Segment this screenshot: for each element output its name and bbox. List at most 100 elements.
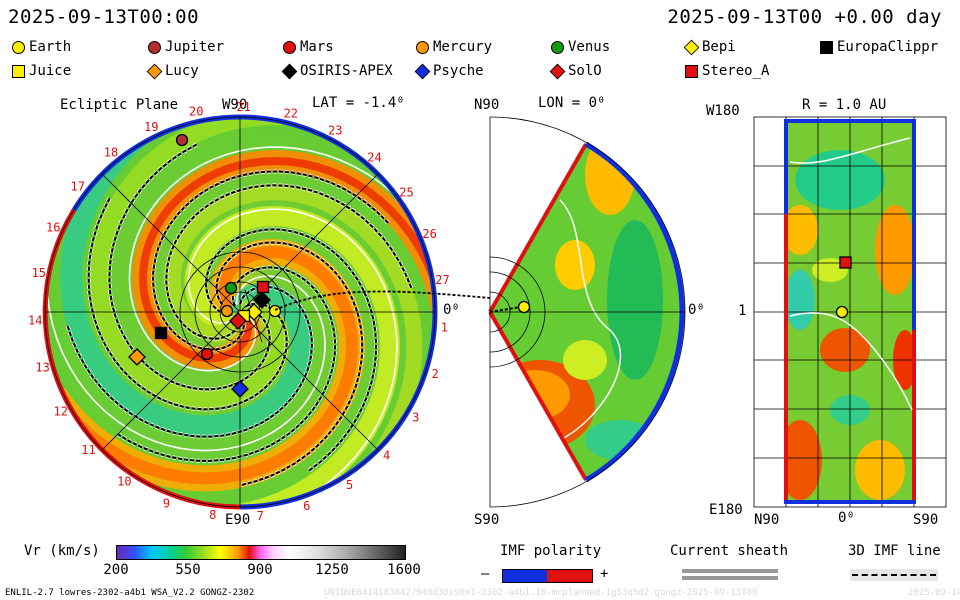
- legend-label: Lucy: [165, 63, 199, 79]
- meridional-top-label: N90: [474, 97, 500, 113]
- current-sheath-swatch: [682, 569, 778, 573]
- timestamp-right: 2025-09-13T00 +0.00 day: [667, 6, 942, 28]
- colorbar-tick-label: 1600: [387, 562, 421, 578]
- colorbar-tick-label: 200: [103, 562, 129, 578]
- run-id: UNIQUE0414183842/940d30x90x1-2302-a4b1.1…: [324, 588, 758, 598]
- sphere-map: [753, 116, 947, 508]
- legend-item-bepi: Bepi: [683, 38, 736, 56]
- model-info: ENLIL-2.7 lowres-2302-a4b1 WSA_V2.2 GONG…: [5, 588, 255, 598]
- longitude-tick-label: 25: [399, 186, 413, 200]
- sphere-x-left: N90: [754, 512, 780, 528]
- legend-item-lucy: Lucy: [146, 62, 199, 80]
- square-marker-icon: [685, 64, 698, 78]
- legend-item-psyche: Psyche: [414, 62, 484, 80]
- psyche-marker: [231, 380, 249, 398]
- circle-marker-icon: [551, 40, 564, 54]
- longitude-tick-label: 17: [70, 180, 84, 194]
- mars-marker: [200, 347, 214, 361]
- ecliptic-title: Ecliptic Plane: [60, 97, 179, 113]
- imf-negative-swatch: [502, 569, 549, 583]
- stereo-a-marker-sphere: [839, 256, 852, 269]
- earth-marker-sphere: [835, 305, 849, 319]
- sphere-top-left: W180: [706, 103, 740, 119]
- meridional-right-label: 0⁰: [688, 302, 705, 318]
- longitude-tick-label: 26: [422, 227, 436, 241]
- legend-item-mars: Mars: [283, 38, 334, 56]
- imf3d-swatch: [850, 569, 938, 581]
- longitude-tick-label: 23: [328, 123, 342, 137]
- stereo-a-marker: [256, 280, 270, 294]
- longitude-tick-label: 5: [346, 478, 353, 492]
- imf-positive-swatch: [547, 569, 593, 583]
- longitude-tick-label: 1: [441, 321, 448, 335]
- longitude-tick-label: 22: [284, 106, 298, 120]
- legend-label: Stereo_A: [702, 63, 770, 79]
- ecliptic-top-label: W90: [222, 97, 248, 113]
- longitude-tick-label: 27: [435, 273, 449, 287]
- run-date: 2025-09-14: [908, 588, 960, 598]
- imf3d-label: 3D IMF line: [848, 543, 941, 559]
- timestamp-left: 2025-09-13T00:00: [8, 6, 200, 28]
- longitude-tick-label: 19: [144, 120, 158, 134]
- legend-item-jupiter: Jupiter: [148, 38, 224, 56]
- earth-marker: [268, 304, 282, 318]
- legend-label: Bepi: [702, 39, 736, 55]
- imf-polarity-label: IMF polarity: [500, 543, 602, 559]
- longitude-tick-label: 18: [104, 146, 118, 160]
- longitude-tick-label: 4: [383, 448, 390, 462]
- circle-marker-icon: [416, 40, 429, 54]
- legend-item-osiris-apex: OSIRIS-APEX: [281, 62, 393, 80]
- colorbar: [116, 545, 406, 560]
- circle-marker-icon: [283, 40, 296, 54]
- earth-marker-meridional: [517, 300, 531, 314]
- sphere-radius: R = 1.0 AU: [802, 97, 887, 113]
- imf-plus: +: [600, 566, 609, 582]
- longitude-tick-label: 24: [367, 150, 381, 164]
- colorbar-tick-label: 550: [175, 562, 201, 578]
- legend-label: Juice: [29, 63, 72, 79]
- longitude-tick-label: 8: [209, 508, 216, 522]
- longitude-tick-label: 7: [257, 509, 264, 523]
- colorbar-label: Vr (km/s): [24, 543, 100, 559]
- legend-item-venus: Venus: [551, 38, 610, 56]
- longitude-tick-label: 2: [432, 367, 439, 381]
- legend-item-mercury: Mercury: [416, 38, 492, 56]
- legend-label: Jupiter: [165, 39, 225, 55]
- europaclippr-marker: [154, 326, 168, 340]
- longitude-tick-label: 16: [46, 221, 60, 235]
- legend-label: Earth: [29, 39, 72, 55]
- circle-marker-icon: [12, 40, 25, 54]
- legend-label: Mars: [300, 39, 334, 55]
- imf-minus: –: [481, 566, 490, 582]
- longitude-tick-label: 20: [189, 105, 203, 119]
- longitude-tick-label: 6: [303, 499, 310, 513]
- meridional-lon: LON = 0⁰: [538, 95, 606, 111]
- legend-label: Psyche: [433, 63, 484, 79]
- longitude-tick-label: 15: [32, 266, 46, 280]
- longitude-tick-label: 11: [81, 443, 95, 457]
- legend-item-juice: Juice: [12, 62, 71, 80]
- circle-marker-icon: [148, 40, 161, 54]
- imf-line-connector: [274, 290, 491, 311]
- meridional-bottom-label: S90: [474, 512, 500, 528]
- legend-item-europaclippr: EuropaClippr: [820, 38, 938, 56]
- legend-item-stereo-a: Stereo_A: [685, 62, 769, 80]
- ecliptic-right-label: 0⁰: [443, 302, 460, 318]
- lucy-marker: [128, 348, 146, 366]
- sphere-x-mid: 0⁰: [838, 510, 855, 526]
- legend-label: EuropaClippr: [837, 39, 939, 55]
- legend-item-earth: Earth: [12, 38, 71, 56]
- legend-label: Mercury: [433, 39, 493, 55]
- current-sheath-label: Current sheath: [670, 543, 789, 559]
- legend-label: SolO: [568, 63, 602, 79]
- square-marker-icon: [12, 64, 25, 78]
- colorbar-tick-label: 1250: [315, 562, 349, 578]
- longitude-tick-label: 12: [53, 404, 67, 418]
- osiris-apex-marker: [253, 291, 271, 309]
- venus-marker: [224, 281, 238, 295]
- ecliptic-lat: LAT = -1.4⁰: [312, 95, 405, 111]
- sphere-mid-left: 1: [738, 303, 747, 319]
- ecliptic-bottom-label: E90: [225, 512, 251, 528]
- longitude-tick-label: 9: [163, 496, 170, 510]
